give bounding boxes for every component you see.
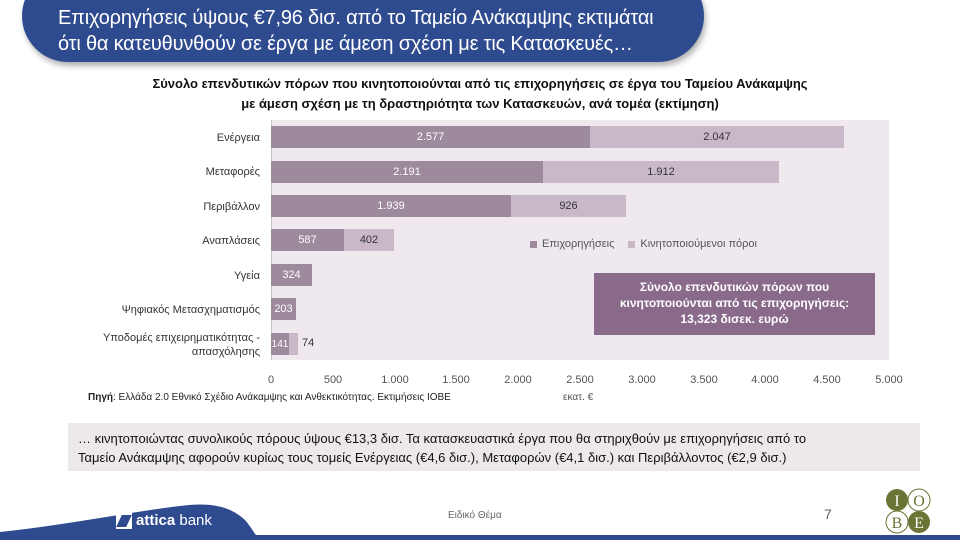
x-tick: 4.000 xyxy=(751,374,779,386)
bar-label-mobilized-business: 74 xyxy=(302,337,315,349)
slide-title-line1: Επιχορηγήσεις ύψους €7,96 δισ. από το Τα… xyxy=(58,7,654,29)
attica-bank-mark-icon xyxy=(116,512,132,529)
x-tick: 5.000 xyxy=(875,374,903,386)
title-banner xyxy=(22,0,704,62)
x-tick: 1.500 xyxy=(442,374,470,386)
legend-label: Επιχορηγήσεις xyxy=(542,238,615,250)
x-tick: 0 xyxy=(267,374,275,386)
x-tick: 3.500 xyxy=(690,374,718,386)
source-text: : Ελλάδα 2.0 Εθνικό Σχέδιο Ανάκαμψης και… xyxy=(113,392,451,403)
category-label: Αναπλάσεις xyxy=(202,235,260,247)
x-axis-unit: εκατ. € xyxy=(563,392,594,403)
summary-line2: κινητοποιούνται από τις επιχορηγήσεις: xyxy=(619,296,850,310)
category-label: Ενέργεια xyxy=(216,132,260,144)
summary-line3: 13,323 δισεκ. ευρώ xyxy=(680,312,789,326)
page-number: 7 xyxy=(824,506,832,522)
iobe-logo-icon: I O B E xyxy=(885,488,931,534)
chart-title-line2: με άμεση σχέση με τη δραστηριότητα των Κ… xyxy=(241,96,719,111)
bar-mobilized-environment: 926 xyxy=(511,195,626,217)
legend-swatch-grants xyxy=(530,240,537,248)
category-label-line1: Υποδομές επιχειρηματικότητας - xyxy=(102,332,260,344)
chart-source: Πηγή: Ελλάδα 2.0 Εθνικό Σχέδιο Ανάκαμψης… xyxy=(88,392,451,403)
bar-grants-transport: 2.191 xyxy=(271,161,543,183)
bar-grants-energy: 2.577 xyxy=(271,126,590,148)
x-tick: 2.000 xyxy=(504,374,532,386)
bar-mobilized-transport: 1.912 xyxy=(543,161,779,183)
bar-grants-business: 141 xyxy=(271,333,289,355)
summary-line1: Σύνολο επενδυτικών πόρων που xyxy=(639,280,830,294)
svg-text:B: B xyxy=(892,515,903,532)
x-tick: 3.000 xyxy=(628,374,656,386)
attica-bank-logo: attica bank xyxy=(116,512,212,529)
bank-name: attica bank xyxy=(136,512,212,529)
x-tick: 2.500 xyxy=(566,374,594,386)
footer-bar xyxy=(0,535,960,540)
x-tick: 4.500 xyxy=(813,374,841,386)
category-label-line2: απασχόλησης xyxy=(191,346,260,358)
category-label: Ψηφιακός Μετασχηματισμός xyxy=(121,304,260,316)
chart-legend: Επιχορηγήσεις Κινητοποιούμενοι πόροι xyxy=(530,238,757,250)
category-label: Υποδομές επιχειρηματικότητας - απασχόλησ… xyxy=(40,331,260,359)
commentary-box: … κινητοποιώντας συνολικούς πόρους ύψους… xyxy=(68,423,920,471)
bar-grants-regeneration: 587 xyxy=(271,229,344,251)
svg-text:E: E xyxy=(914,515,924,532)
source-label: Πηγή xyxy=(88,392,113,403)
legend-item-grants: Επιχορηγήσεις xyxy=(530,238,614,250)
legend-item-mobilized: Κινητοποιούμενοι πόροι xyxy=(628,238,757,250)
commentary-line1: … κινητοποιώντας συνολικούς πόρους ύψους… xyxy=(78,431,807,446)
slide-title-line2: ότι θα κατευθυνθούν σε έργα με άμεση σχέ… xyxy=(58,33,633,55)
chart-title-line1: Σύνολο επενδυτικών πόρων που κινητοποιού… xyxy=(152,76,808,91)
bar-grants-health: 324 xyxy=(271,264,312,286)
category-label: Περιβάλλον xyxy=(203,201,260,213)
bar-grants-environment: 1.939 xyxy=(271,195,511,217)
x-tick: 500 xyxy=(323,374,343,386)
summary-annotation: Σύνολο επενδυτικών πόρων που κινητοποιού… xyxy=(594,273,875,335)
legend-swatch-mobilized xyxy=(628,240,636,248)
bar-mobilized-regeneration: 402 xyxy=(344,229,394,251)
footer-section-label: Ειδικό Θέμα xyxy=(448,510,502,521)
bar-grants-digital: 203 xyxy=(271,298,296,320)
bar-mobilized-energy: 2.047 xyxy=(590,126,844,148)
slide-title: Επιχορηγήσεις ύψους €7,96 δισ. από το Τα… xyxy=(58,5,698,57)
x-tick: 1.000 xyxy=(381,374,409,386)
svg-text:O: O xyxy=(913,493,925,510)
commentary-line2: Ταμείο Ανάκαμψης αφορούν κυρίως τους τομ… xyxy=(78,450,787,465)
category-label: Μεταφορές xyxy=(205,166,260,178)
bar-mobilized-business xyxy=(289,333,298,355)
bank-name-bold: attica xyxy=(136,512,176,529)
category-label: Υγεία xyxy=(233,270,260,282)
bank-name-rest: bank xyxy=(175,512,212,529)
svg-text:I: I xyxy=(894,493,899,510)
chart-title: Σύνολο επενδυτικών πόρων που κινητοποιού… xyxy=(100,74,860,114)
legend-label: Κινητοποιούμενοι πόροι xyxy=(640,238,757,250)
